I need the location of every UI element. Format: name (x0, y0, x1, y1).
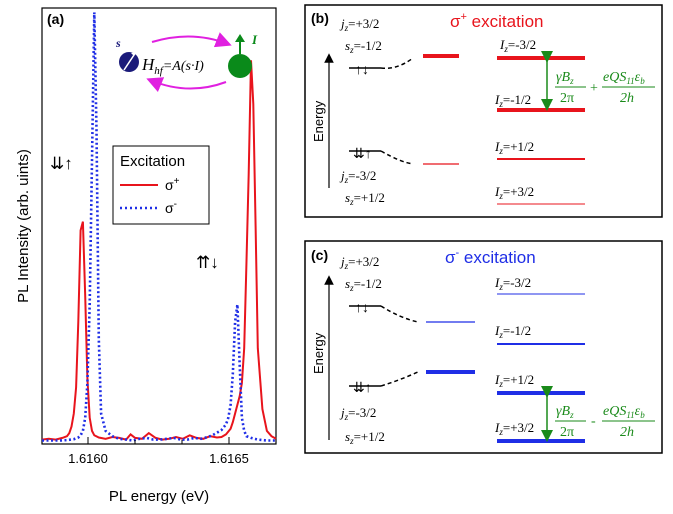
svg-text:γBz: γBz (556, 404, 574, 420)
svg-text:2h: 2h (620, 91, 634, 106)
plot-frame (41, 7, 277, 445)
panel-c-label: (c) (311, 247, 328, 263)
sz-bottom-label: sz=+1/2 (345, 190, 385, 207)
splitting-formula: γBz 2π - eQS11εb 2h (555, 404, 655, 440)
x-tick-label-2: 1.6165 (209, 451, 249, 466)
svg-text:eQS11εb: eQS11εb (603, 404, 645, 420)
svg-text:γBz: γBz (556, 70, 574, 86)
y-axis-title: PL Intensity (arb. uints) (15, 149, 32, 303)
iz-label-3: Iz=+1/2 (494, 372, 534, 389)
x-tick-label-1: 1.6160 (68, 451, 108, 466)
x-axis-title: PL energy (eV) (109, 488, 209, 505)
exciton-bottom-arrows: ⇊↑ (353, 145, 372, 161)
legend: Excitation σ+ σ- (112, 145, 210, 225)
exciton-bottom-arrows: ⇊↑ (353, 379, 372, 395)
hyperfine-inset: s I Hhf=A(s·I) (115, 32, 258, 93)
svg-text:2π: 2π (560, 91, 574, 106)
jz-top-label: jz=+3/2 (339, 16, 379, 33)
nucleus-label: I (251, 32, 258, 47)
exciton-top-arrows: ↑↓ (355, 61, 369, 77)
sz-top-label: sz=-1/2 (345, 276, 382, 293)
iz-label-4: Iz=+3/2 (494, 420, 534, 437)
coupling-arrow-top (151, 32, 232, 48)
iz-label-2: Iz=-1/2 (494, 323, 531, 340)
panel-b-frame (304, 4, 663, 218)
iz-label-1: Iz=-3/2 (499, 37, 536, 54)
panel-c: (c) σ- excitation Energy jz=+3/2 sz=-1/2… (304, 240, 663, 454)
energy-axis-label: Energy (311, 332, 326, 374)
iz-label-1: Iz=-3/2 (494, 275, 531, 292)
panel-b-label: (b) (311, 10, 329, 26)
jz-bottom-label: jz=-3/2 (339, 405, 376, 422)
panel-a-label: (a) (47, 11, 64, 27)
iz-label-2: Iz=-1/2 (494, 92, 531, 109)
left-peak-arrows: ⇊↑ (50, 154, 73, 173)
series-sigma-plus-line (41, 60, 277, 441)
iz-label-4: Iz=+3/2 (494, 184, 534, 201)
svg-text:-: - (591, 414, 596, 429)
panel-c-frame (304, 240, 663, 454)
legend-title: Excitation (120, 153, 185, 170)
svg-text:2h: 2h (620, 425, 634, 440)
right-peak-arrows: ⇈↓ (196, 253, 219, 272)
jz-top-label: jz=+3/2 (339, 254, 379, 271)
jz-bottom-label: jz=-3/2 (339, 168, 376, 185)
x-axis: 1.6160 1.6165 PL energy (eV) (68, 437, 249, 505)
svg-text:2π: 2π (560, 425, 574, 440)
exciton-top-arrows: ↑↓ (355, 299, 369, 315)
panel-a: (a) 1.6160 1.6165 PL energy (eV) PL Inte… (15, 7, 277, 505)
legend-label-sigma-plus: σ+ (165, 176, 180, 193)
panel-c-title: σ- excitation (445, 247, 536, 267)
hyperfine-hamiltonian: Hhf=A(s·I) (141, 55, 204, 77)
electron-label: s (115, 36, 121, 50)
splitting-formula: γBz 2π + eQS11εb 2h (555, 70, 655, 106)
legend-label-sigma-minus: σ- (165, 199, 177, 216)
svg-text:+: + (590, 81, 598, 96)
panel-b-title: σ+ excitation (450, 11, 543, 31)
svg-text:eQS11εb: eQS11εb (603, 70, 645, 86)
nuclear-spin (228, 54, 252, 78)
coupling-arrow-bottom (146, 77, 227, 93)
plot-area (41, 12, 277, 442)
panel-b: (b) σ+ excitation Energy jz=+3/2 sz=-1/2… (304, 4, 663, 218)
sz-bottom-label: sz=+1/2 (345, 429, 385, 446)
iz-label-3: Iz=+1/2 (494, 139, 534, 156)
energy-axis-label: Energy (311, 100, 326, 142)
sz-top-label: sz=-1/2 (345, 38, 382, 55)
